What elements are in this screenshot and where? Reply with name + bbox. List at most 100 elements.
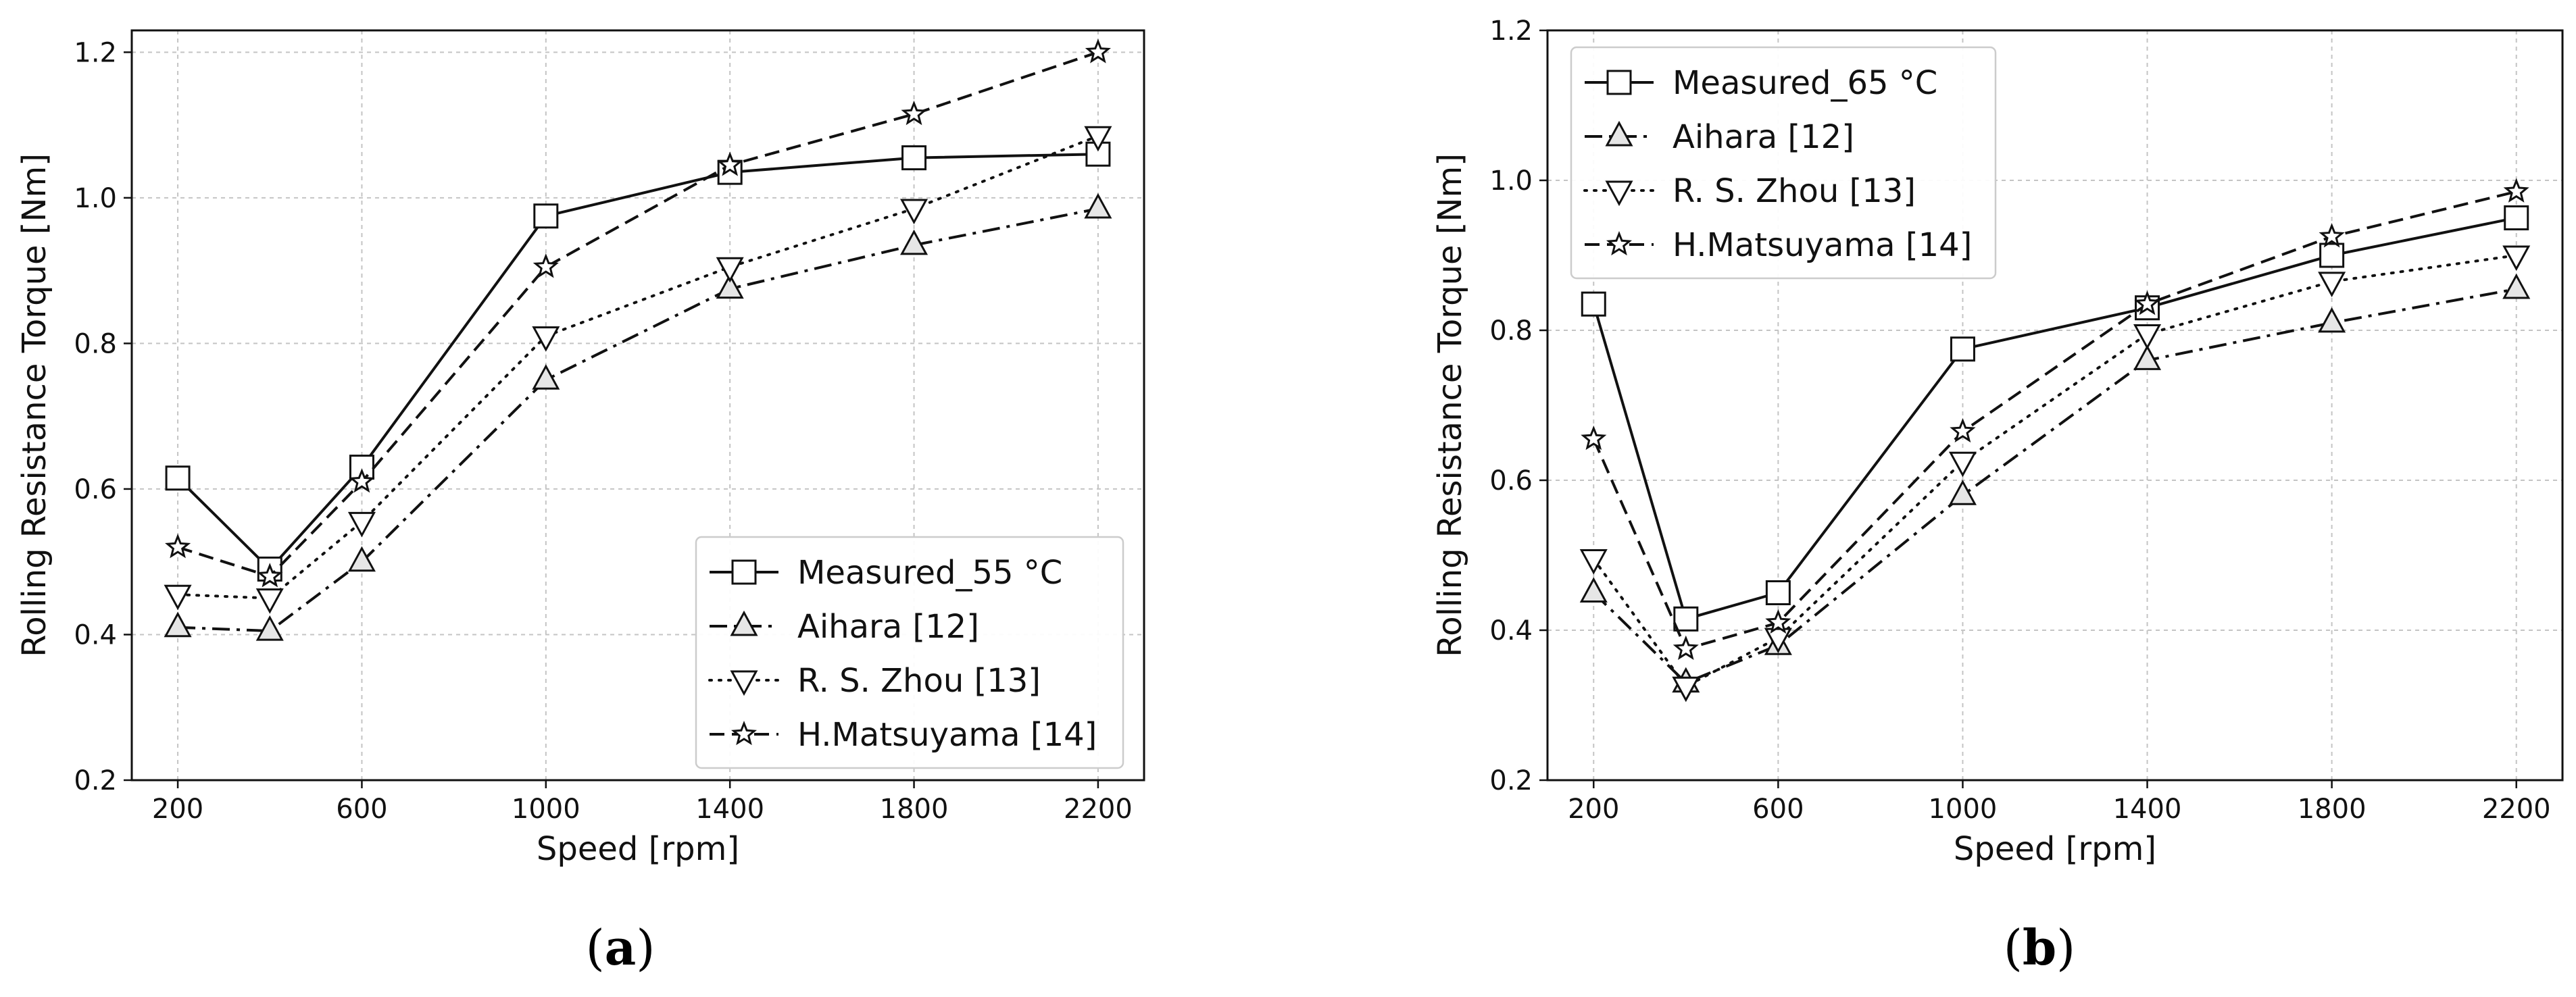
series-line bbox=[1592, 287, 2517, 684]
legend-item: Aihara [12] bbox=[1585, 118, 1854, 156]
data-point bbox=[1673, 606, 1699, 632]
data-point bbox=[2318, 272, 2346, 297]
data-point bbox=[2133, 344, 2162, 370]
data-point bbox=[1085, 39, 1111, 63]
legend-marker bbox=[1605, 120, 1633, 147]
legend-marker bbox=[1606, 230, 1633, 256]
legend-item: R. S. Zhou [13] bbox=[708, 662, 1041, 700]
legend-marker bbox=[730, 610, 758, 636]
data-point bbox=[2319, 223, 2345, 248]
legend-marker bbox=[730, 670, 758, 696]
legend-item: H.Matsuyama [14] bbox=[1585, 226, 1972, 264]
data-point bbox=[164, 611, 192, 638]
data-point bbox=[2504, 205, 2529, 230]
legend-item: Aihara [12] bbox=[710, 608, 979, 646]
data-point bbox=[532, 326, 560, 352]
y-axis-label: Rolling Resistance Torque [Nm] bbox=[1431, 153, 1469, 657]
x-tick-label: 2200 bbox=[1064, 794, 1133, 825]
legend-label: H.Matsuyama [14] bbox=[1673, 226, 1972, 264]
data-point bbox=[900, 199, 928, 225]
x-tick-label: 200 bbox=[1568, 794, 1619, 825]
series-triangle-up bbox=[164, 193, 1112, 641]
data-point bbox=[716, 273, 744, 299]
data-point bbox=[1084, 126, 1112, 152]
legend-label: Measured_55 °C bbox=[797, 554, 1062, 592]
legend-item: H.Matsuyama [14] bbox=[710, 716, 1097, 754]
x-tick-label: 1000 bbox=[1929, 794, 1998, 825]
legend-box bbox=[1570, 46, 1997, 280]
data-point bbox=[901, 100, 927, 126]
x-axis-label: Speed [rpm] bbox=[1954, 830, 2156, 868]
data-point bbox=[1765, 580, 1791, 605]
x-tick-label: 1800 bbox=[2298, 794, 2367, 825]
series-triangle-down bbox=[1579, 245, 2531, 702]
data-point bbox=[1581, 291, 1606, 317]
series-star bbox=[1581, 178, 2529, 660]
y-tick-label: 0.6 bbox=[1489, 465, 1533, 496]
caption-open-paren: ( bbox=[586, 919, 605, 976]
legend-marker bbox=[731, 559, 757, 585]
data-point bbox=[2502, 245, 2531, 272]
data-point bbox=[257, 563, 283, 588]
panel-caption: (b) bbox=[2004, 919, 2076, 976]
caption-open-paren: ( bbox=[2004, 919, 2023, 976]
data-point bbox=[2134, 290, 2160, 315]
data-point bbox=[1764, 628, 1792, 654]
caption-close-paren: ) bbox=[636, 919, 655, 976]
data-point bbox=[900, 229, 928, 255]
legend-label: R. S. Zhou [13] bbox=[797, 662, 1041, 700]
panel-caption: (a) bbox=[586, 919, 655, 976]
legend-marker bbox=[730, 720, 758, 746]
data-point bbox=[1579, 549, 1608, 575]
data-point bbox=[716, 257, 744, 283]
data-point bbox=[1581, 425, 1607, 451]
data-point bbox=[2502, 273, 2531, 299]
x-tick-label: 1400 bbox=[695, 794, 764, 825]
y-tick-label: 0.2 bbox=[74, 765, 117, 796]
data-point bbox=[533, 203, 559, 229]
legend-label: Measured_65 °C bbox=[1673, 64, 1937, 102]
x-tick-label: 2200 bbox=[2482, 794, 2551, 825]
legend-item: R. S. Zhou [13] bbox=[1583, 172, 1916, 210]
y-tick-label: 0.2 bbox=[1489, 765, 1533, 796]
legend: Measured_55 °C Aihara [12] R. S. Zhou [13]… bbox=[695, 536, 1124, 769]
data-point bbox=[2318, 307, 2346, 333]
x-tick-label: 1000 bbox=[512, 794, 580, 825]
series-star bbox=[165, 39, 1111, 588]
caption-letter: a bbox=[605, 919, 637, 976]
series-triangle-down bbox=[164, 126, 1112, 614]
x-tick-label: 200 bbox=[152, 794, 203, 825]
data-point bbox=[717, 151, 743, 176]
data-point bbox=[1084, 193, 1112, 219]
legend-marker bbox=[1606, 70, 1632, 95]
caption-close-paren: ) bbox=[2056, 919, 2075, 976]
legend-item: Measured_65 °C bbox=[1585, 64, 1937, 102]
series-line bbox=[177, 51, 1099, 578]
data-point bbox=[1948, 451, 1977, 478]
data-point bbox=[255, 615, 284, 641]
legend-label: H.Matsuyama [14] bbox=[797, 716, 1097, 754]
y-tick-label: 0.6 bbox=[74, 474, 117, 505]
data-point bbox=[1672, 676, 1700, 702]
legend-box bbox=[695, 536, 1124, 769]
caption-letter: b bbox=[2023, 919, 2056, 976]
plot-frame bbox=[130, 29, 1145, 782]
series-line bbox=[1592, 254, 2518, 688]
x-tick-label: 600 bbox=[336, 794, 387, 825]
data-point bbox=[901, 145, 927, 171]
y-tick-label: 1.2 bbox=[74, 37, 117, 68]
legend-label: R. S. Zhou [13] bbox=[1673, 172, 1916, 210]
data-point bbox=[2133, 324, 2162, 350]
series-triangle-up bbox=[1579, 273, 2531, 693]
legend-label: Aihara [12] bbox=[1673, 118, 1854, 156]
y-axis-label: Rolling Resistance Torque [Nm] bbox=[16, 153, 53, 657]
y-tick-label: 1.2 bbox=[1489, 16, 1533, 47]
data-point bbox=[1950, 336, 1975, 362]
y-tick-label: 0.4 bbox=[74, 619, 117, 650]
series-square bbox=[165, 141, 1111, 582]
x-axis-label: Speed [rpm] bbox=[537, 830, 739, 868]
data-point bbox=[255, 588, 284, 614]
x-tick-label: 1800 bbox=[880, 794, 949, 825]
data-point bbox=[164, 584, 192, 611]
